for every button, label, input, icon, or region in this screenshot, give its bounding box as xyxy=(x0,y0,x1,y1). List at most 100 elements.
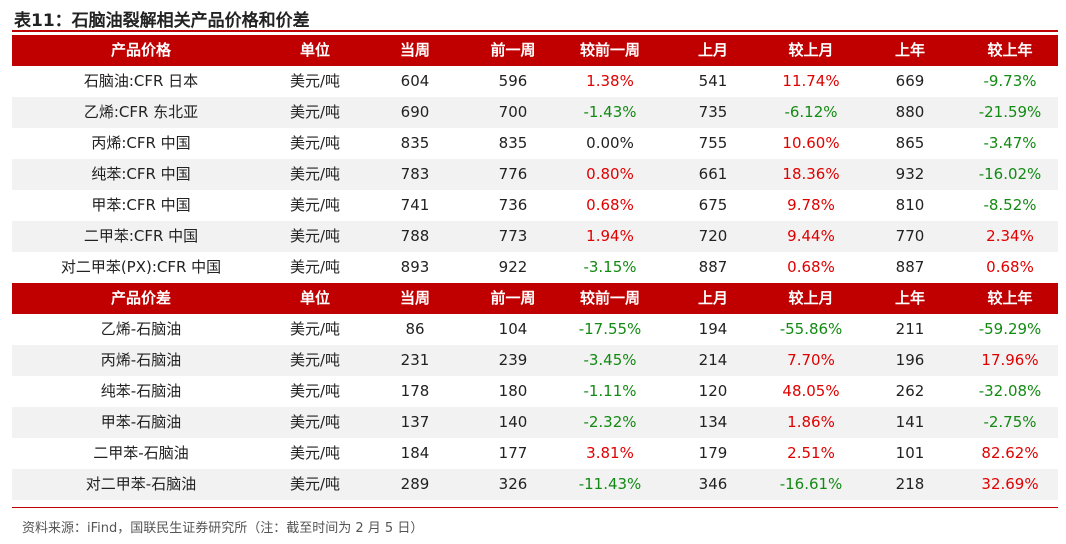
table-cell: 对二甲苯-石脑油 xyxy=(85,475,197,493)
table-cell: 0.00% xyxy=(586,134,634,152)
table-cell: -16.02% xyxy=(978,165,1042,183)
header-cell: 当周 xyxy=(399,289,431,307)
table-cell: 美元/吨 xyxy=(289,134,341,152)
table-cell: 179 xyxy=(698,444,728,462)
table-cell: 140 xyxy=(498,413,528,431)
table-cell: 纯苯:CFR 中国 xyxy=(91,165,191,183)
table-cell: 二甲苯:CFR 中国 xyxy=(83,227,199,245)
table-cell: 218 xyxy=(895,475,925,493)
table-cell: 865 xyxy=(895,134,925,152)
header-cell: 当周 xyxy=(399,41,431,59)
table-cell: 11.74% xyxy=(782,72,840,90)
header-cell: 较上年 xyxy=(987,41,1033,59)
table-cell: 736 xyxy=(498,196,528,214)
table-cell: 美元/吨 xyxy=(289,444,341,462)
table-cell: 194 xyxy=(698,320,728,338)
table-cell: 835 xyxy=(498,134,528,152)
table-cell: 893 xyxy=(400,258,430,276)
table-cell: 美元/吨 xyxy=(289,413,341,431)
table-cell: 3.81% xyxy=(586,444,634,462)
table-cell: 101 xyxy=(895,444,925,462)
header-cell: 较前一周 xyxy=(579,289,641,307)
table-cell: 美元/吨 xyxy=(289,103,341,121)
table-cell: 788 xyxy=(400,227,430,245)
table-cell: -3.15% xyxy=(583,258,637,276)
table-cell: 137 xyxy=(400,413,430,431)
table-cell: 669 xyxy=(895,72,925,90)
table-cell: 120 xyxy=(698,382,728,400)
table-cell: -3.45% xyxy=(583,351,637,369)
table-row: 石脑油:CFR 日本 美元/吨 604 596 1.38% 541 11.74% 669 -9.… xyxy=(12,66,1058,97)
table-cell: -2.75% xyxy=(983,413,1037,431)
table-cell: 922 xyxy=(498,258,528,276)
table-cell: -55.86% xyxy=(779,320,843,338)
header-row: 产品价格 单位 当周 前一周 较前一周 上月 较上月 上年 较上年 xyxy=(12,35,1058,66)
table-cell: 346 xyxy=(698,475,728,493)
header-cell: 前一周 xyxy=(490,289,536,307)
table-cell: 2.51% xyxy=(787,444,835,462)
table-cell: 773 xyxy=(498,227,528,245)
table-cell: 180 xyxy=(498,382,528,400)
table-row: 乙烯-石脑油 美元/吨 86 104 -17.55% 194 -55.86% 211 -59.2… xyxy=(12,314,1058,345)
header-cell: 前一周 xyxy=(490,41,536,59)
table-cell: 810 xyxy=(895,196,925,214)
table-cell: 丙烯:CFR 中国 xyxy=(91,134,191,152)
header-cell: 上月 xyxy=(697,289,729,307)
table-cell: 对二甲苯(PX):CFR 中国 xyxy=(60,258,222,276)
table-cell: 乙烯:CFR 东北亚 xyxy=(83,103,199,121)
table-cell: 1.94% xyxy=(586,227,634,245)
table-cell: 932 xyxy=(895,165,925,183)
table-cell: 880 xyxy=(895,103,925,121)
table-row: 对二甲苯(PX):CFR 中国 美元/吨 893 922 -3.15% 887 0.68% 8… xyxy=(12,252,1058,283)
table-cell: 美元/吨 xyxy=(289,165,341,183)
table-row: 纯苯-石脑油 美元/吨 178 180 -1.11% 120 48.05% 262 -32.08… xyxy=(12,376,1058,407)
table-cell: -8.52% xyxy=(983,196,1037,214)
header-cell: 较前一周 xyxy=(579,41,641,59)
table-cell: 二甲苯-石脑油 xyxy=(93,444,189,462)
header-cell: 较上年 xyxy=(987,289,1033,307)
table-row: 纯苯:CFR 中国 美元/吨 783 776 0.80% 661 18.36% 932 -16.… xyxy=(12,159,1058,190)
table-row: 二甲苯-石脑油 美元/吨 184 177 3.81% 179 2.51% 101 82.62% xyxy=(12,438,1058,469)
table-cell: 104 xyxy=(498,320,528,338)
table-row: 二甲苯:CFR 中国 美元/吨 788 773 1.94% 720 9.44% 770 2.34… xyxy=(12,221,1058,252)
table-cell: 1.86% xyxy=(787,413,835,431)
table-cell: -21.59% xyxy=(978,103,1042,121)
table-cell: 770 xyxy=(895,227,925,245)
table-cell: 美元/吨 xyxy=(289,382,341,400)
table-cell: 700 xyxy=(498,103,528,121)
table-cell: 134 xyxy=(698,413,728,431)
header-cell: 上月 xyxy=(697,41,729,59)
header-cell: 单位 xyxy=(299,41,331,59)
header-cell: 单位 xyxy=(299,289,331,307)
table-cell: -11.43% xyxy=(578,475,642,493)
table-cell: 美元/吨 xyxy=(289,72,341,90)
table-cell: 214 xyxy=(698,351,728,369)
table-cell: 735 xyxy=(698,103,728,121)
table-row: 对二甲苯-石脑油 美元/吨 289 326 -11.43% 346 -16.61% 218 32… xyxy=(12,469,1058,500)
table-cell: 86 xyxy=(405,320,425,338)
table-cell: 604 xyxy=(400,72,430,90)
table-cell: -16.61% xyxy=(779,475,843,493)
title: 表11：石脑油裂解相关产品价格和价差 xyxy=(14,11,310,31)
table-cell: -9.73% xyxy=(983,72,1037,90)
table-cell: 2.34% xyxy=(986,227,1034,245)
table-cell: 0.68% xyxy=(986,258,1034,276)
table-cell: 18.36% xyxy=(782,165,840,183)
table-cell: -32.08% xyxy=(978,382,1042,400)
table-cell: 石脑油:CFR 日本 xyxy=(83,72,199,90)
table-cell: 纯苯-石脑油 xyxy=(100,382,182,400)
table-cell: 141 xyxy=(895,413,925,431)
table-cell: 0.68% xyxy=(586,196,634,214)
table-cell: 755 xyxy=(698,134,728,152)
table-cell: 262 xyxy=(895,382,925,400)
table-cell: 甲苯:CFR 中国 xyxy=(91,196,191,214)
table-cell: 0.80% xyxy=(586,165,634,183)
table-cell: 82.62% xyxy=(981,444,1039,462)
top-rule xyxy=(12,30,1058,32)
table-cell: 184 xyxy=(400,444,430,462)
header-cell: 产品价格 xyxy=(110,41,172,59)
table-cell: 177 xyxy=(498,444,528,462)
table-cell: 48.05% xyxy=(782,382,840,400)
table-cell: 7.70% xyxy=(787,351,835,369)
